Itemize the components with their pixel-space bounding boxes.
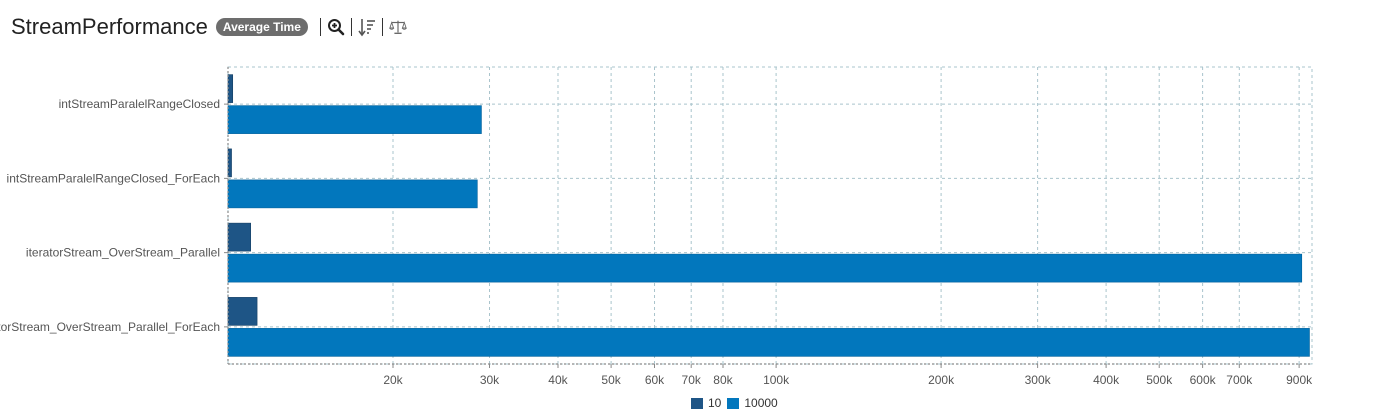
bar-series-10-2 — [227, 148, 232, 178]
chart-axes: 20k 30k 40k 50k 60k 70k 80k 100k 200k 300k 400k 500… — [0, 67, 1313, 387]
chart-header: StreamPerformance Average Time — [11, 10, 407, 44]
bar-series-10000-3 — [227, 253, 1303, 283]
x-tick-label: 300k — [1025, 373, 1052, 387]
legend-label: 10 — [708, 396, 722, 410]
zoom-in-icon[interactable] — [327, 17, 345, 37]
category-label: iteratorStream_OverStream_Parallel — [26, 246, 220, 260]
chart-grid — [227, 66, 1313, 365]
x-tick-label: 50k — [601, 373, 621, 387]
chart-bars — [227, 74, 1310, 357]
legend-swatch — [691, 397, 703, 409]
bar-series-10-3 — [227, 222, 251, 252]
bar-series-10-1 — [227, 74, 234, 103]
category-label: iteratorStream_OverStream_Parallel_ForEa… — [0, 320, 220, 334]
toolbar-divider — [350, 18, 352, 36]
chart-legend: 10 10000 — [691, 396, 784, 410]
legend-swatch — [727, 397, 740, 409]
legend-item-series-10000[interactable]: 10000 — [727, 396, 778, 410]
toolbar-divider — [381, 18, 383, 36]
bar-series-10000-2 — [227, 179, 478, 209]
x-tick-label: 40k — [548, 373, 568, 387]
x-tick-label: 80k — [713, 373, 733, 387]
page-title: StreamPerformance — [11, 14, 208, 39]
bar-series-10000-4 — [227, 328, 1310, 357]
legend-label: 10000 — [744, 396, 778, 410]
x-tick-label: 400k — [1093, 373, 1120, 387]
legend-item-series-10[interactable]: 10 — [691, 396, 721, 410]
x-tick-label: 100k — [763, 373, 790, 387]
category-label: intStreamParalelRangeClosed — [59, 97, 220, 111]
bar-series-10000-1 — [227, 105, 482, 134]
bar-series-10-4 — [227, 297, 258, 326]
x-tick-label: 70k — [682, 373, 702, 387]
x-tick-label: 500k — [1146, 373, 1173, 387]
x-tick-label: 30k — [480, 373, 500, 387]
toolbar-divider — [319, 18, 321, 36]
x-tick-label: 600k — [1190, 373, 1217, 387]
x-tick-label: 900k — [1286, 373, 1313, 387]
category-label: intStreamParalelRangeClosed_ForEach — [7, 171, 220, 185]
compare-scale-icon[interactable] — [389, 17, 407, 37]
metric-badge[interactable]: Average Time — [215, 18, 308, 36]
x-tick-label: 200k — [928, 373, 955, 387]
x-tick-label: 700k — [1226, 373, 1253, 387]
x-tick-label: 20k — [383, 373, 403, 387]
x-tick-label: 60k — [645, 373, 665, 387]
sort-icon[interactable] — [358, 17, 376, 37]
